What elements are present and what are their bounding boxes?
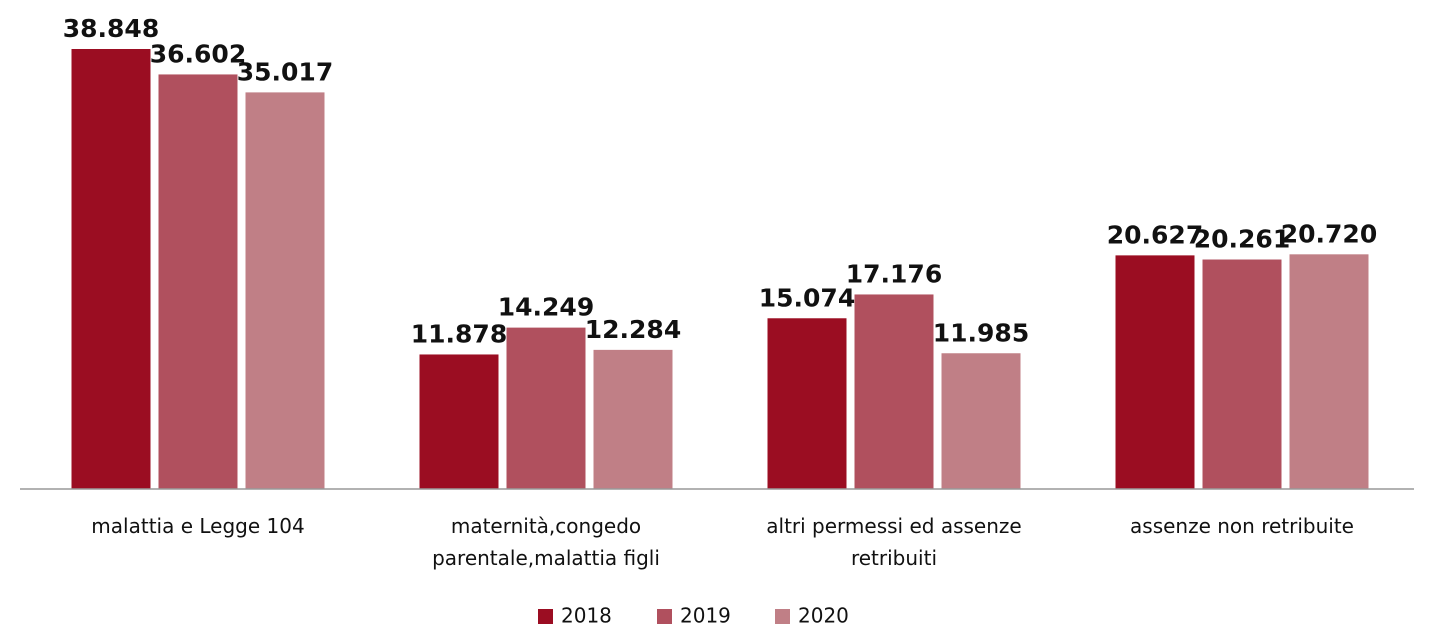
bar xyxy=(1202,259,1282,489)
value-label: 11.878 xyxy=(411,319,507,348)
legend-swatch xyxy=(657,609,672,624)
value-label: 35.017 xyxy=(237,57,333,86)
legend-label: 2020 xyxy=(798,604,849,628)
bar xyxy=(1115,255,1195,489)
legend-swatch xyxy=(775,609,790,624)
value-label: 14.249 xyxy=(498,293,594,322)
bar xyxy=(941,353,1021,489)
bar xyxy=(1289,254,1369,489)
value-label: 17.176 xyxy=(846,259,942,288)
x-tick-label: malattia e Legge 104 xyxy=(91,514,305,538)
value-label: 38.848 xyxy=(63,14,159,43)
legend-swatch xyxy=(538,609,553,624)
x-tick-label: assenze non retribuite xyxy=(1130,514,1354,538)
bar xyxy=(767,318,847,489)
value-label: 36.602 xyxy=(150,39,246,68)
x-tick-label: maternità,congedo parentale,malattia fig… xyxy=(432,514,660,570)
value-label: 20.627 xyxy=(1107,220,1203,249)
bar xyxy=(245,92,325,489)
value-label: 20.261 xyxy=(1194,225,1290,254)
bar xyxy=(71,49,151,489)
bar xyxy=(506,327,586,489)
bar xyxy=(854,294,934,489)
value-label: 20.720 xyxy=(1281,219,1377,248)
x-tick-label: altri permessi ed assenze retribuiti xyxy=(766,514,1022,570)
bar xyxy=(419,354,499,489)
value-label: 15.074 xyxy=(759,283,855,312)
legend-label: 2019 xyxy=(680,604,731,628)
value-label: 11.985 xyxy=(933,318,1029,347)
bar xyxy=(158,74,238,489)
value-label: 12.284 xyxy=(585,315,681,344)
legend-label: 2018 xyxy=(561,604,612,628)
bar xyxy=(593,349,673,489)
